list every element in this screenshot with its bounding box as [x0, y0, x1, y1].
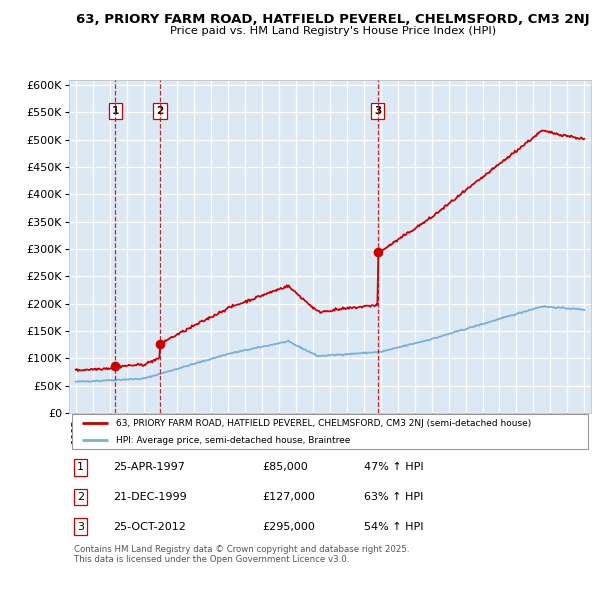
Text: 3: 3: [77, 522, 84, 532]
Text: HPI: Average price, semi-detached house, Braintree: HPI: Average price, semi-detached house,…: [116, 436, 350, 445]
Text: 63, PRIORY FARM ROAD, HATFIELD PEVEREL, CHELMSFORD, CM3 2NJ (semi-detached house: 63, PRIORY FARM ROAD, HATFIELD PEVEREL, …: [116, 418, 531, 428]
Text: Contains HM Land Registry data © Crown copyright and database right 2025.
This d: Contains HM Land Registry data © Crown c…: [74, 545, 410, 564]
Text: 1: 1: [77, 463, 84, 472]
Text: 63, PRIORY FARM ROAD, HATFIELD PEVEREL, CHELMSFORD, CM3 2NJ: 63, PRIORY FARM ROAD, HATFIELD PEVEREL, …: [76, 13, 590, 26]
Text: 3: 3: [374, 106, 382, 116]
Text: 63% ↑ HPI: 63% ↑ HPI: [364, 492, 424, 502]
Text: Price paid vs. HM Land Registry's House Price Index (HPI): Price paid vs. HM Land Registry's House …: [170, 26, 496, 36]
Text: 25-APR-1997: 25-APR-1997: [113, 463, 185, 472]
Text: 2: 2: [77, 492, 84, 502]
Text: 25-OCT-2012: 25-OCT-2012: [113, 522, 186, 532]
FancyBboxPatch shape: [71, 414, 589, 449]
Text: 2: 2: [157, 106, 164, 116]
Text: 1: 1: [112, 106, 119, 116]
Text: £127,000: £127,000: [262, 492, 315, 502]
Text: £85,000: £85,000: [262, 463, 308, 472]
Text: 47% ↑ HPI: 47% ↑ HPI: [364, 463, 424, 472]
Text: £295,000: £295,000: [262, 522, 315, 532]
Text: 54% ↑ HPI: 54% ↑ HPI: [364, 522, 424, 532]
Text: 21-DEC-1999: 21-DEC-1999: [113, 492, 187, 502]
